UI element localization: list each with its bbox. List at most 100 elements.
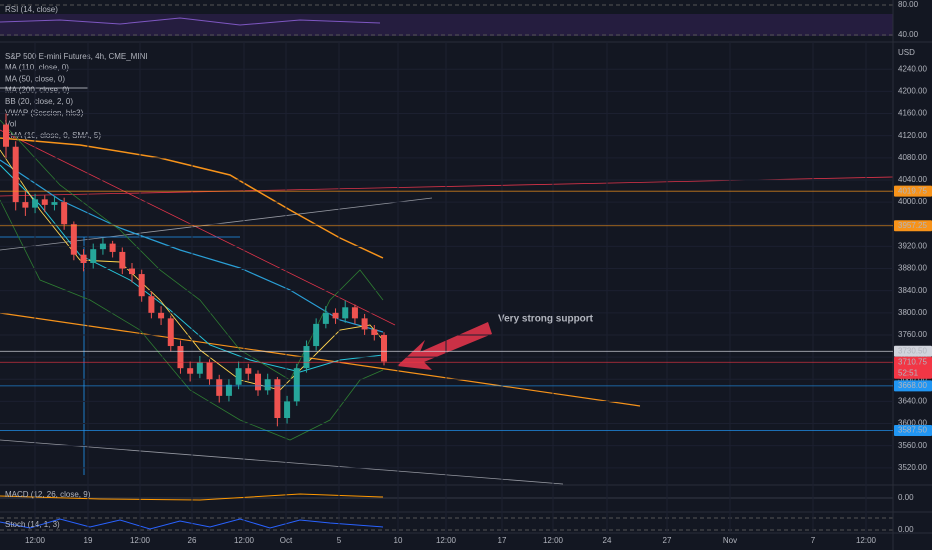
ma-110 (0, 159, 384, 333)
x-tick-label: 24 (603, 536, 612, 545)
x-tick-label: 12:00 (130, 536, 151, 545)
candle-body (41, 199, 48, 205)
x-tick-label: 19 (84, 536, 93, 545)
symbol-title: S&P 500 E-mini Futures, 4h, CME_MINI (5, 52, 148, 61)
y-tick-label: 3600.00 (898, 419, 927, 428)
candle-body (32, 199, 39, 208)
candle-body (119, 251, 126, 269)
y-tick-label: 4040.00 (898, 175, 927, 184)
candle-body (351, 307, 358, 319)
annotation: Very strong support (498, 314, 594, 325)
x-tick-label: 12:00 (543, 536, 564, 545)
x-tick-label: 12:00 (856, 536, 877, 545)
price-label: 3730.50 (898, 346, 927, 355)
x-tick-label: Oct (280, 536, 293, 545)
rsi-band (0, 14, 893, 36)
price-label-box (894, 220, 932, 232)
rsi-line (0, 17, 381, 26)
stoch-title: Stoch (14, 1, 3) (5, 520, 60, 529)
y-tick-label: 3560.00 (898, 441, 927, 450)
x-tick-label: 10 (394, 536, 403, 545)
candle-body (187, 368, 194, 374)
x-tick-label: 17 (498, 536, 507, 545)
candle-body (216, 379, 223, 396)
candle-body (322, 312, 329, 324)
x-tick-label: 12:00 (25, 536, 46, 545)
candle-body (90, 249, 97, 263)
y-tick-label: 4000.00 (898, 197, 927, 206)
price-label-box (894, 356, 932, 379)
macd-signal (0, 493, 384, 501)
candle-body (167, 318, 174, 347)
price-label-box (894, 380, 932, 392)
price-label-box (894, 185, 932, 197)
candle-body (51, 202, 58, 205)
candle-body (245, 368, 252, 374)
y-tick-label: 4200.00 (898, 87, 927, 96)
indicator-label: BB (20, close, 2, 0) (5, 97, 73, 106)
candle-body (99, 243, 106, 250)
stoch-tick: 0.00 (898, 525, 914, 534)
currency: USD (898, 48, 915, 57)
candle-body (158, 312, 165, 319)
y-tick-label: 4240.00 (898, 64, 927, 73)
candle-body (129, 268, 135, 275)
price-label: 4019.75 (898, 186, 927, 195)
candle-body (70, 224, 77, 255)
y-tick-label: 3800.00 (898, 308, 927, 317)
y-tick-label: 3920.00 (898, 242, 927, 251)
trendline (0, 129, 396, 326)
candle-body (274, 379, 281, 418)
candle-body (3, 124, 9, 147)
stoch-k (0, 518, 384, 530)
bb-upper (0, 119, 384, 381)
indicator-label: VWAP (Session, hlc3) (5, 108, 84, 117)
rsi-tick: 80.00 (898, 0, 919, 9)
candle-body (12, 146, 19, 203)
candle-body (264, 379, 271, 391)
x-tick-label: 12:00 (436, 536, 457, 545)
price-label-box (894, 345, 932, 357)
y-tick-label: 4160.00 (898, 109, 927, 118)
y-tick-label: 3520.00 (898, 463, 927, 472)
indicator-label: MA (200, close, 0) (5, 86, 70, 95)
price-label: 3587.50 (898, 426, 927, 435)
trendline (0, 312, 641, 407)
y-tick-label: 3840.00 (898, 286, 927, 295)
x-tick-label: 27 (663, 536, 672, 545)
candle-body (206, 362, 213, 380)
candle-body (148, 296, 155, 313)
candle-body (177, 346, 184, 369)
candle-body (138, 274, 145, 297)
y-tick-label: 3640.00 (898, 397, 927, 406)
candle-body (381, 334, 387, 362)
candle-body (196, 362, 203, 374)
rsi-tick: 40.00 (898, 30, 919, 39)
x-tick-label: 7 (811, 536, 816, 545)
y-tick-label: 4080.00 (898, 153, 927, 162)
candle-body (303, 346, 310, 369)
x-tick-label: Nov (723, 536, 737, 545)
y-tick-label: 4120.00 (898, 131, 927, 140)
arrow (397, 322, 492, 370)
ma-200 (0, 137, 384, 259)
rsi-title: RSI (14, close) (5, 5, 58, 14)
price-label-box (894, 424, 932, 436)
x-tick-label: 12:00 (234, 536, 255, 545)
x-tick-label: 26 (188, 536, 197, 545)
candle-body (61, 202, 68, 225)
ma-50 (0, 164, 384, 373)
candle-body (235, 368, 242, 385)
candle-body (225, 384, 232, 396)
candle-body (80, 254, 87, 263)
candle-body (313, 323, 320, 347)
price-label: 3710.75 (898, 357, 927, 366)
candle-body (342, 307, 349, 319)
y-tick-label: 3680.00 (898, 374, 927, 383)
macd-tick: 0.00 (898, 493, 914, 502)
indicator-label: MA (110, close, 0) (5, 63, 69, 72)
y-tick-label: 3760.00 (898, 330, 927, 339)
y-tick-label: 3880.00 (898, 264, 927, 273)
candle-body (371, 329, 378, 335)
